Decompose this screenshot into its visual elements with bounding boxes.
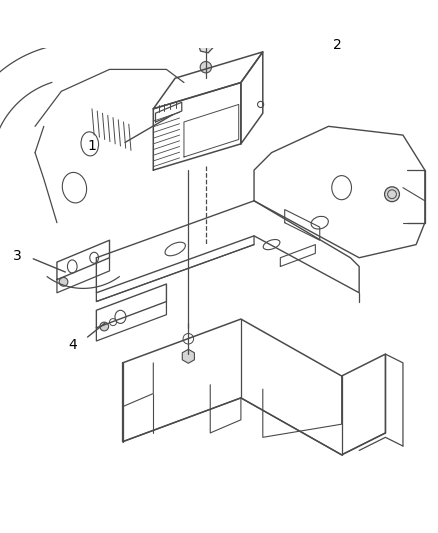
Text: 2: 2: [333, 38, 342, 52]
Text: 1: 1: [88, 139, 96, 153]
Text: 4: 4: [68, 338, 77, 352]
Circle shape: [100, 322, 109, 331]
Circle shape: [385, 187, 399, 201]
Circle shape: [200, 61, 212, 73]
Circle shape: [59, 278, 68, 286]
Text: 3: 3: [13, 248, 22, 263]
